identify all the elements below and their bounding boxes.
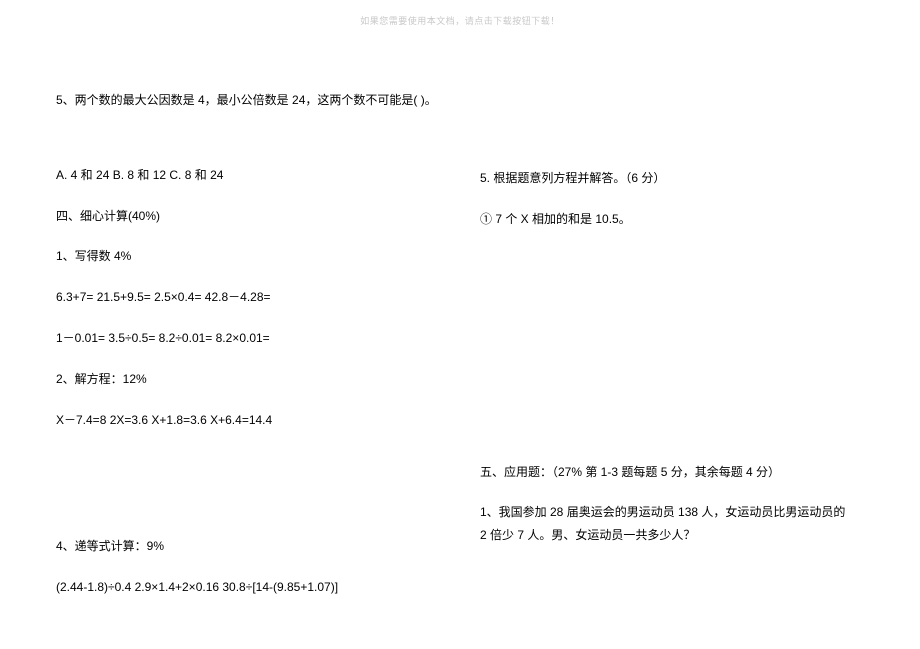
right-column: 5. 根据题意列方程并解答。（6 分） ① 7 个 X 相加的和是 10.5。 … [480, 170, 864, 620]
item-4-row-1: (2.44-1.8)÷0.4 2.9×1.4+2×0.16 30.8÷[14-(… [56, 579, 440, 596]
item-2-row-1: X－7.4=8 2X=3.6 X+1.8=3.6 X+6.4=14.4 [56, 412, 440, 429]
app-q1-line2: 2 倍少 7 人。男、女运动员一共多少人？ [480, 527, 864, 544]
item-2-title: 2、解方程：12% [56, 371, 440, 388]
item-1-row-2: 1－0.01= 3.5÷0.5= 8.2÷0.01= 8.2×0.01= [56, 330, 440, 347]
right-q5-sub1: ① 7 个 X 相加的和是 10.5。 [480, 211, 864, 228]
watermark-text: 如果您需要使用本文档，请点击下载按钮下载！ [0, 14, 920, 27]
section-4-title: 四、细心计算(40%) [56, 208, 440, 225]
item-1-title: 1、写得数 4% [56, 248, 440, 265]
right-q5-title: 5. 根据题意列方程并解答。（6 分） [480, 170, 864, 187]
left-column: 5、两个数的最大公因数是 4，最小公倍数是 24，这两个数不可能是( )。 A.… [56, 92, 440, 620]
section-5-title: 五、应用题：（27% 第 1-3 题每题 5 分，其余每题 4 分） [480, 464, 864, 481]
app-q1-line1: 1、我国参加 28 届奥运会的男运动员 138 人，女运动员比男运动员的 [480, 504, 864, 521]
question-5-options: A. 4 和 24 B. 8 和 12 C. 8 和 24 [56, 167, 440, 184]
item-1-row-1: 6.3+7= 21.5+9.5= 2.5×0.4= 42.8－4.28= [56, 289, 440, 306]
item-4-title: 4、递等式计算：9% [56, 538, 440, 555]
right-lower-block: 五、应用题：（27% 第 1-3 题每题 5 分，其余每题 4 分） 1、我国参… [480, 464, 864, 544]
page-content: 5、两个数的最大公因数是 4，最小公倍数是 24，这两个数不可能是( )。 A.… [56, 92, 864, 620]
question-5-stem: 5、两个数的最大公因数是 4，最小公倍数是 24，这两个数不可能是( )。 [56, 92, 440, 109]
